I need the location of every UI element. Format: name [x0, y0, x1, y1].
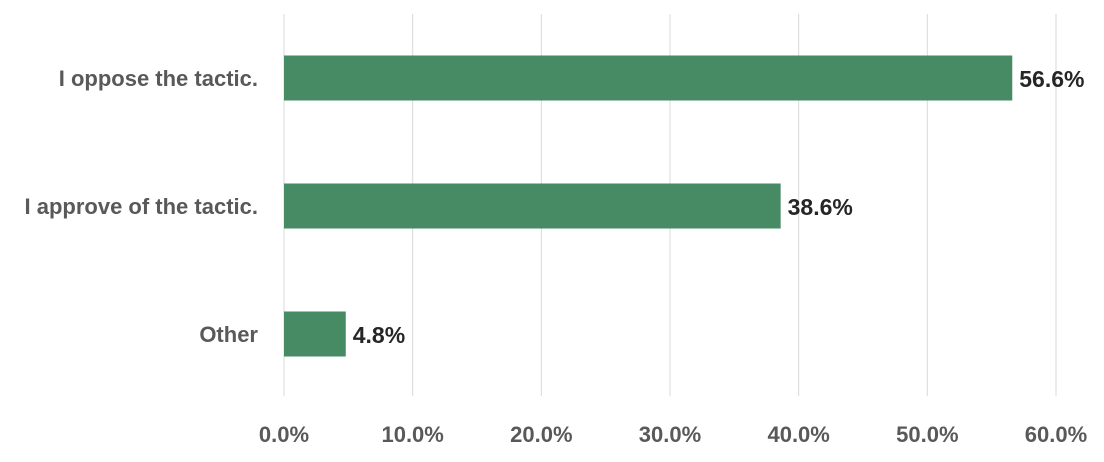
- category-label: Other: [199, 322, 258, 347]
- category-label: I oppose the tactic.: [59, 66, 258, 91]
- x-tick-label: 40.0%: [767, 422, 829, 447]
- bar: [284, 55, 1013, 101]
- x-tick-label: 30.0%: [639, 422, 701, 447]
- bars: [284, 55, 1013, 357]
- value-labels: 56.6% 38.6% 4.8%: [353, 66, 1085, 348]
- category-label: I approve of the tactic.: [25, 194, 259, 219]
- data-label: 38.6%: [788, 194, 853, 220]
- x-tick-label: 20.0%: [510, 422, 572, 447]
- x-tick-label: 60.0%: [1025, 422, 1087, 447]
- bar: [284, 311, 346, 357]
- x-tick-label: 50.0%: [896, 422, 958, 447]
- x-tick-label: 0.0%: [259, 422, 309, 447]
- category-labels: I oppose the tactic. I approve of the tac…: [25, 66, 259, 347]
- x-tick-label: 10.0%: [381, 422, 443, 447]
- data-label: 4.8%: [353, 322, 405, 348]
- x-axis-tick-labels: 0.0% 10.0% 20.0% 30.0% 40.0% 50.0% 60.0%: [259, 422, 1087, 447]
- bar: [284, 183, 781, 229]
- data-label: 56.6%: [1019, 66, 1084, 92]
